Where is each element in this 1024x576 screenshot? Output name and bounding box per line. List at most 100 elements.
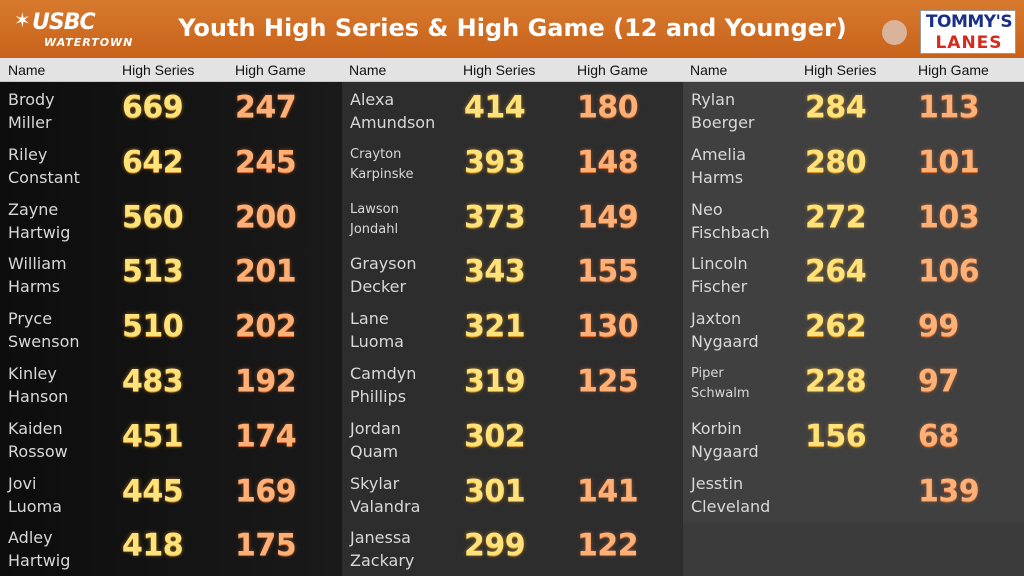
- bowler-name: Amelia Harms: [691, 143, 746, 189]
- col1-game-header: High Game: [235, 62, 306, 78]
- bowler-name: Alexa Amundson: [350, 88, 435, 134]
- col3-series-header: High Series: [804, 62, 877, 78]
- bowler-name: Lane Luoma: [350, 307, 404, 353]
- bowler-row: Neo Fischbach 272 103: [683, 192, 1024, 247]
- high-game-value: 125: [577, 364, 639, 399]
- high-game-value: 103: [918, 199, 980, 235]
- bowler-name: Rylan Boerger: [691, 88, 754, 134]
- bowler-first-name: Jordan: [350, 418, 401, 438]
- bowler-last-name: Karpinske: [350, 166, 414, 182]
- bowler-last-name: Cleveland: [691, 496, 771, 516]
- high-series-value: 418: [122, 528, 184, 564]
- high-series-value: 156: [805, 418, 867, 454]
- bowler-last-name: Harms: [691, 167, 744, 187]
- bowler-last-name: Jondahl: [350, 221, 399, 237]
- high-game-value: 201: [235, 254, 297, 290]
- high-series-value: 321: [464, 309, 526, 345]
- bowler-name: Neo Fischbach: [691, 198, 770, 244]
- high-game-value: 174: [235, 418, 297, 454]
- high-series-value: 299: [464, 528, 526, 564]
- bowler-row: Jaxton Nygaard 262 99: [683, 301, 1024, 356]
- tommys-lanes-logo: TOMMY'S LANES: [920, 10, 1016, 54]
- bowler-last-name: Harms: [8, 277, 61, 297]
- bowler-first-name: Kinley: [8, 364, 57, 383]
- bowler-row: Jordan Quam 302: [342, 411, 683, 466]
- bowler-first-name: Zayne: [8, 199, 59, 219]
- bowler-last-name: Swenson: [8, 332, 80, 352]
- bowler-first-name: Alexa: [350, 90, 395, 109]
- bowler-first-name: Brody: [8, 90, 55, 109]
- high-series-value: 319: [464, 364, 526, 399]
- bowler-last-name: Nygaard: [691, 332, 759, 352]
- bowler-first-name: Lawson: [350, 201, 399, 217]
- bowler-last-name: Luoma: [350, 332, 404, 352]
- high-game-value: 192: [235, 364, 297, 399]
- high-game-value: 99: [918, 309, 959, 345]
- bowler-last-name: Fischbach: [691, 222, 770, 242]
- col1-series-header: High Series: [122, 62, 195, 78]
- bowler-last-name: Hartwig: [8, 551, 71, 571]
- bowler-first-name: Rylan: [691, 90, 736, 109]
- bowler-row: Lincoln Fischer 264 106: [683, 246, 1024, 301]
- bowler-first-name: Piper: [691, 366, 724, 381]
- bowler-row: Piper Schwalm 228 97: [683, 356, 1024, 411]
- bowler-first-name: Korbin: [691, 418, 742, 438]
- bowling-pin-icon: ✶: [14, 8, 31, 32]
- sponsor-logo-line2: LANES: [935, 33, 1003, 53]
- high-series-value: 642: [122, 144, 184, 180]
- high-game-value: 149: [577, 199, 639, 235]
- bowler-first-name: Lincoln: [691, 254, 748, 274]
- bowler-last-name: Luoma: [8, 496, 62, 516]
- bowler-first-name: Adley: [8, 528, 53, 548]
- page-title: Youth High Series & High Game (12 and Yo…: [178, 14, 847, 42]
- high-game-value: 101: [918, 144, 980, 180]
- high-game-value: 169: [235, 473, 297, 509]
- bowler-name: Janessa Zackary: [350, 526, 414, 572]
- bowler-row: Kaiden Rossow 451 174: [0, 411, 342, 466]
- col2-name-header: Name: [349, 62, 387, 78]
- bowler-name: Lincoln Fischer: [691, 252, 748, 298]
- bowler-row: Alexa Amundson 414 180: [342, 82, 683, 137]
- bowler-name: Zayne Hartwig: [8, 198, 70, 244]
- high-series-value: 280: [805, 144, 867, 180]
- sponsor-logo-line1: TOMMY'S: [925, 12, 1013, 32]
- high-series-value: 451: [122, 418, 184, 454]
- bowler-last-name: Zackary: [350, 551, 415, 571]
- bowler-name: Camdyn Phillips: [350, 362, 416, 408]
- bowler-last-name: Fischer: [691, 277, 748, 297]
- bowler-last-name: Rossow: [8, 441, 68, 461]
- high-series-value: 414: [464, 90, 526, 125]
- bowler-name: Jovi Luoma: [8, 472, 62, 518]
- bowler-first-name: Lane: [350, 309, 389, 329]
- high-game-value: 68: [918, 418, 959, 454]
- bowler-row: Skylar Valandra 301 141: [342, 466, 683, 521]
- high-series-value: 445: [122, 473, 184, 509]
- high-series-value: 272: [805, 199, 867, 235]
- high-game-value: 175: [235, 528, 297, 564]
- high-game-value: 141: [577, 473, 639, 509]
- high-series-value: 483: [122, 364, 184, 399]
- bowler-last-name: Nygaard: [691, 441, 759, 461]
- column-header-bar: Name High Series High Game Name High Ser…: [0, 58, 1024, 82]
- usbc-logo: ✶ USBC WATERTOWN: [14, 8, 134, 52]
- high-game-value: 97: [918, 364, 959, 399]
- bowler-first-name: Jovi: [8, 473, 37, 493]
- high-game-value: 245: [235, 144, 297, 180]
- bowler-row: Zayne Hartwig 560 200: [0, 192, 342, 247]
- bowler-first-name: Neo: [691, 199, 723, 219]
- col3-name-header: Name: [690, 62, 728, 78]
- bowler-first-name: Pryce: [8, 309, 53, 329]
- high-series-value: 262: [805, 309, 867, 345]
- bowler-row: Lawson Jondahl 373 149: [342, 192, 683, 247]
- high-series-value: 301: [464, 473, 526, 509]
- bowler-name: Skylar Valandra: [350, 472, 420, 518]
- high-game-value: 122: [577, 528, 639, 564]
- bowler-name: Grayson Decker: [350, 252, 417, 298]
- circle-dot-icon: [882, 20, 907, 45]
- bowler-last-name: Constant: [8, 167, 80, 187]
- bowler-last-name: Hanson: [8, 387, 69, 406]
- bowler-first-name: Jesstin: [691, 473, 744, 493]
- bowler-name: Crayton Karpinske: [350, 145, 414, 185]
- high-game-value: 155: [577, 254, 639, 290]
- bowler-last-name: Schwalm: [691, 386, 750, 401]
